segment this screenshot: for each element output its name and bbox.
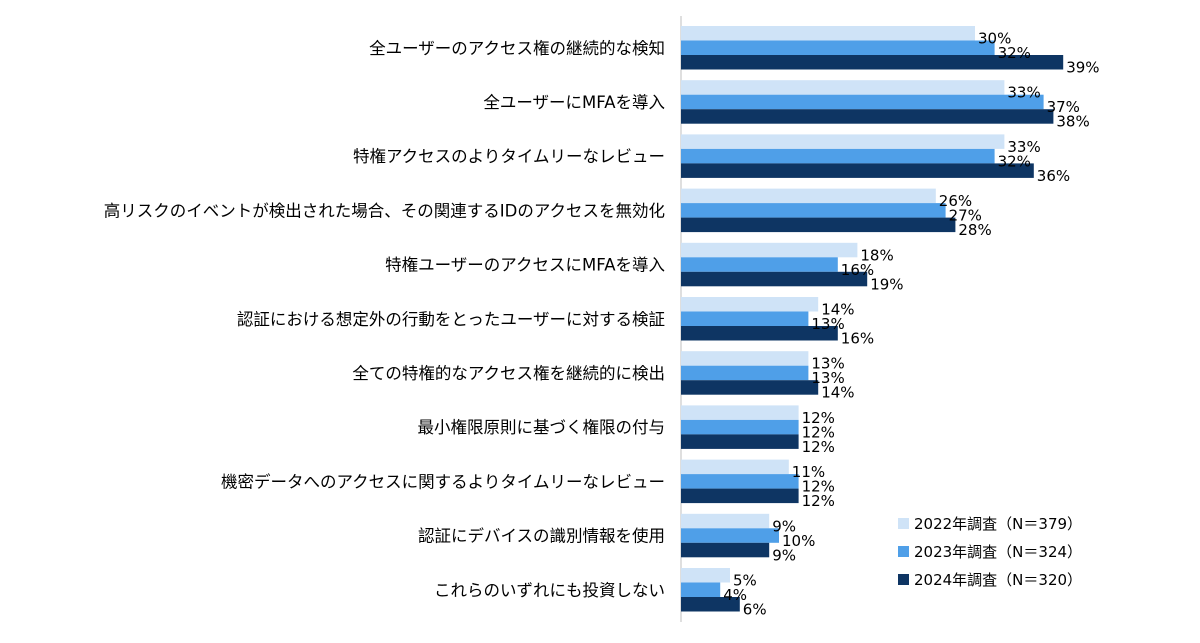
value-label: 6% <box>743 601 767 619</box>
bar-2 <box>681 94 1044 110</box>
category-label: 特権ユーザーのアクセスにMFAを導入 <box>385 256 665 275</box>
value-label: 27% <box>949 207 982 225</box>
value-label: 13% <box>811 369 844 387</box>
bar-2 <box>681 474 799 489</box>
category-label: 全ユーザーのアクセス権の継続的な検知 <box>369 39 665 58</box>
bar-1 <box>681 568 730 583</box>
category-label: 認証にデバイスの識別情報を使用 <box>418 526 665 546</box>
value-label: 30% <box>978 30 1011 48</box>
value-label: 9% <box>772 546 796 564</box>
bar-3 <box>681 542 770 558</box>
value-label: 19% <box>870 275 903 293</box>
category-label: 高リスクのイベントが検出された場合、その関連するIDのアクセスを無効化 <box>104 201 665 220</box>
value-label: 37% <box>1047 98 1080 116</box>
value-label: 38% <box>1056 113 1089 131</box>
value-label: 36% <box>1037 167 1070 185</box>
value-label: 14% <box>821 384 854 402</box>
bar-3 <box>681 434 799 449</box>
bar-3 <box>681 163 1034 178</box>
value-label: 33% <box>1007 138 1040 156</box>
category-label: これらのいずれにも投資しない <box>434 581 665 600</box>
bar-1 <box>681 297 819 312</box>
bar-3 <box>681 380 819 395</box>
bar-1 <box>681 459 789 475</box>
bar-2 <box>681 582 721 597</box>
bar-1 <box>681 188 936 204</box>
category-label: 全ユーザーにMFAを導入 <box>483 93 665 112</box>
bar-2 <box>681 419 799 435</box>
value-label: 12% <box>802 423 835 441</box>
value-label: 39% <box>1066 59 1099 77</box>
value-label: 32% <box>998 44 1031 62</box>
value-label: 10% <box>782 532 815 550</box>
bar-1 <box>681 242 858 258</box>
value-label: 16% <box>841 261 874 279</box>
bars-layer <box>681 26 1064 612</box>
bar-1 <box>681 26 975 41</box>
value-label: 33% <box>1007 84 1040 102</box>
bar-2 <box>681 528 779 543</box>
bar-3 <box>681 271 868 287</box>
bar-1 <box>681 134 1005 149</box>
legend-label: 2024年調査（N＝320） <box>914 571 1082 589</box>
bar-2 <box>681 365 809 381</box>
bar-3 <box>681 55 1064 70</box>
labels-layer: 全ユーザーのアクセス権の継続的な検知30%32%39%全ユーザーにMFAを導入3… <box>104 30 1100 619</box>
legend-label: 2022年調査（N＝379） <box>914 515 1082 533</box>
value-label: 12% <box>802 438 835 456</box>
legend-swatch <box>898 574 909 585</box>
legend-label: 2023年調査（N＝324） <box>914 543 1082 561</box>
value-label: 26% <box>939 192 972 210</box>
category-label: 機密データへのアクセスに関するよりタイムリーなレビュー <box>221 471 665 491</box>
bar-1 <box>681 351 809 366</box>
bar-1 <box>681 405 799 420</box>
value-label: 9% <box>772 517 796 535</box>
bar-3 <box>681 217 956 233</box>
legend-swatch <box>898 518 909 529</box>
bar-1 <box>681 80 1005 95</box>
bar-2 <box>681 257 838 272</box>
value-label: 12% <box>802 409 835 427</box>
value-label: 12% <box>802 492 835 510</box>
bar-3 <box>681 109 1054 124</box>
value-label: 4% <box>723 586 747 604</box>
legend-swatch <box>898 546 909 557</box>
value-label: 16% <box>841 330 874 348</box>
category-label: 最小権限原則に基づく権限の付与 <box>418 418 666 437</box>
bar-3 <box>681 488 799 504</box>
bar-3 <box>681 597 740 612</box>
bar-2 <box>681 148 995 164</box>
value-label: 18% <box>860 246 893 264</box>
category-label: 全ての特権的なアクセス権を継続的に検出 <box>352 364 665 383</box>
bar-3 <box>681 326 838 341</box>
bar-2 <box>681 40 995 55</box>
value-label: 13% <box>811 315 844 333</box>
value-label: 28% <box>958 221 991 239</box>
value-label: 32% <box>998 152 1031 170</box>
legend: 2022年調査（N＝379） 2023年調査（N＝324） 2024年調査（N＝32… <box>898 515 1082 589</box>
bar-1 <box>681 513 770 529</box>
value-label: 12% <box>802 478 835 496</box>
value-label: 11% <box>792 463 825 481</box>
category-label: 特権アクセスのよりタイムリーなレビュー <box>353 147 665 166</box>
category-label: 認証における想定外の行動をとったユーザーに対する検証 <box>237 310 665 329</box>
value-label: 14% <box>821 301 854 319</box>
bar-2 <box>681 311 809 326</box>
value-label: 5% <box>733 572 757 590</box>
bar-2 <box>681 203 946 218</box>
value-label: 13% <box>811 355 844 373</box>
